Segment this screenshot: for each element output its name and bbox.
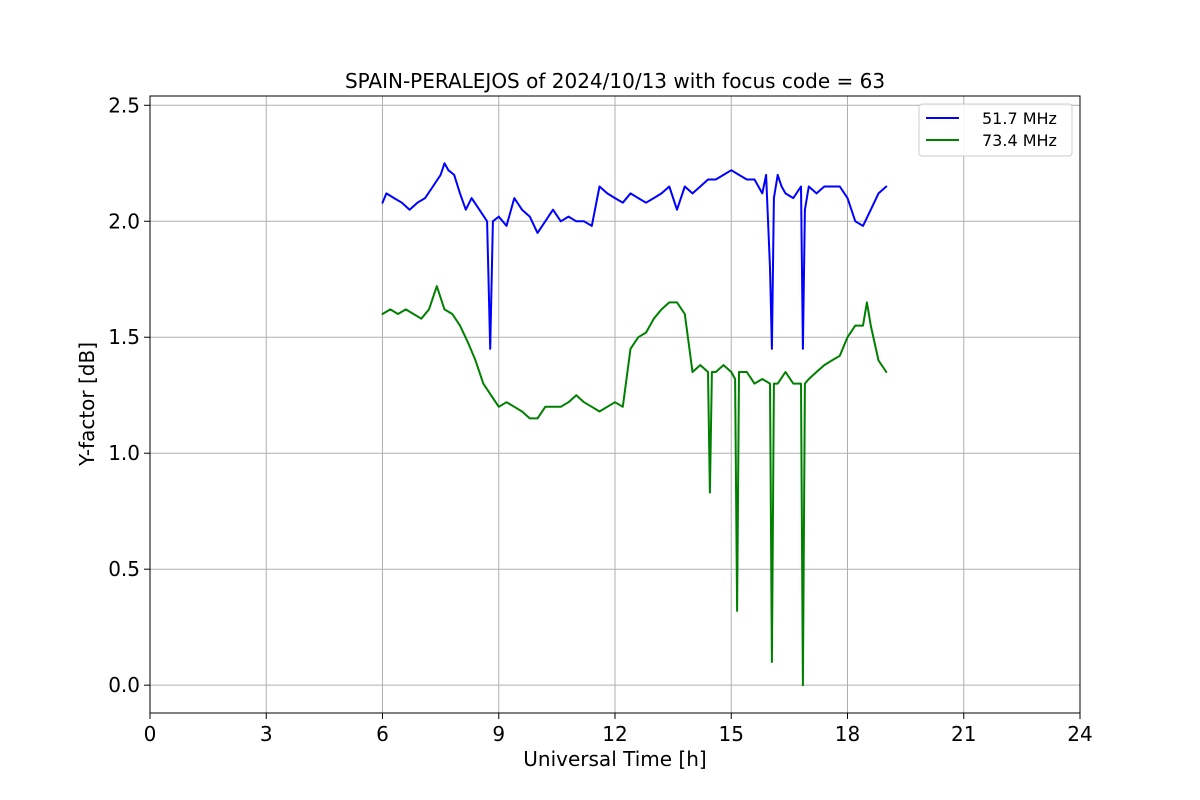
tick-layer: 0 3 6 9 12 15 18 21 24 0.0 0.5 1.0 1.5 2.0 2.5 — [108, 93, 1093, 746]
chart-title: SPAIN-PERALEJOS of 2024/10/13 with focus… — [345, 69, 885, 93]
y-tick-label: 0.0 — [108, 673, 140, 697]
x-axis-title: Universal Time [h] — [523, 747, 706, 771]
y-tick-label: 1.5 — [108, 325, 140, 349]
x-tick-label: 12 — [602, 722, 627, 746]
legend: 51.7 MHz 73.4 MHz — [918, 103, 1073, 157]
series-layer — [381, 162, 888, 687]
x-tick-label: 21 — [951, 722, 976, 746]
x-tick-label: 6 — [376, 722, 389, 746]
series-line-73-4-mhz — [381, 285, 888, 687]
grid-layer — [149, 96, 1081, 713]
y-tick-label: 2.5 — [108, 93, 140, 117]
x-tick-label: 0 — [144, 722, 157, 746]
x-tick-label: 3 — [260, 722, 273, 746]
legend-label-51-7-mhz: 51.7 MHz — [982, 109, 1057, 128]
y-tick-label: 2.0 — [108, 209, 140, 233]
x-tick-label: 24 — [1067, 722, 1092, 746]
x-tick-label: 15 — [719, 722, 744, 746]
x-tick-label: 18 — [835, 722, 860, 746]
y-tick-label: 0.5 — [108, 557, 140, 581]
y-tick-label: 1.0 — [108, 441, 140, 465]
x-tick-label: 9 — [492, 722, 505, 746]
series-line-51-7-mhz — [381, 162, 888, 350]
legend-label-73-4-mhz: 73.4 MHz — [982, 131, 1057, 150]
y-axis-title: Y-factor [dB] — [75, 342, 99, 467]
